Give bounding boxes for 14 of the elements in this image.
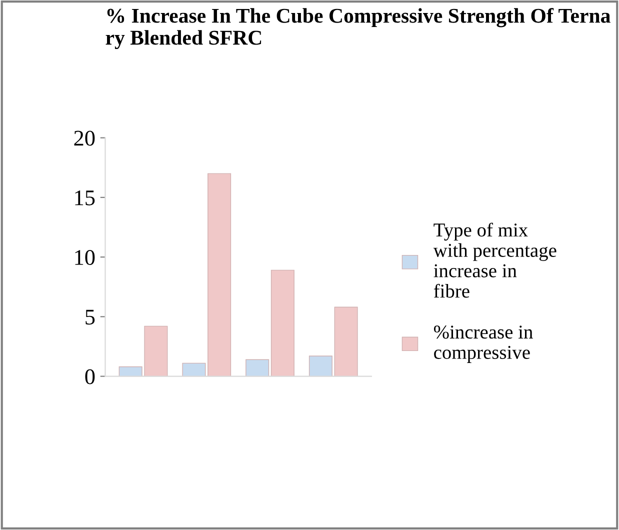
y-tick-label: 10 [75,250,95,265]
y-tick-label: 0 [85,369,95,384]
chart-title: % Increase In The Cube Compressive Strength Of Terna ry Blended SFRC [106,8,610,50]
y-tick-label: 15 [75,190,95,206]
y-tick-label: 5 [86,310,95,325]
bar [246,359,270,376]
bar [308,356,332,376]
bar [208,173,232,376]
y-tick-label: 20 [74,130,95,146]
bar [270,270,294,376]
legend-label: %increase in compressive [434,326,533,363]
bar [182,362,206,376]
legend-label: Type of mix with percentage increase in fibre [433,222,556,298]
bar [334,306,358,376]
